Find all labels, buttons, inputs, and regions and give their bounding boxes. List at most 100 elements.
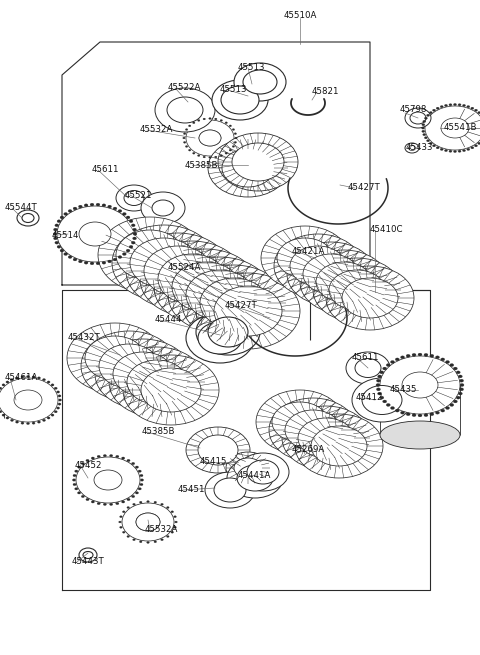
Ellipse shape xyxy=(171,511,174,513)
Ellipse shape xyxy=(113,352,173,396)
Ellipse shape xyxy=(220,155,223,157)
Ellipse shape xyxy=(136,513,160,531)
Ellipse shape xyxy=(326,266,414,330)
Ellipse shape xyxy=(232,145,235,147)
Ellipse shape xyxy=(21,422,24,424)
Ellipse shape xyxy=(198,435,238,465)
Ellipse shape xyxy=(429,142,432,145)
Ellipse shape xyxy=(167,97,203,123)
Ellipse shape xyxy=(215,156,217,158)
Ellipse shape xyxy=(418,353,422,356)
Ellipse shape xyxy=(406,354,410,357)
Ellipse shape xyxy=(53,233,57,235)
Ellipse shape xyxy=(285,410,341,450)
Ellipse shape xyxy=(85,336,145,380)
Text: 45385B: 45385B xyxy=(185,160,218,170)
Ellipse shape xyxy=(57,391,60,393)
Ellipse shape xyxy=(436,107,439,109)
Ellipse shape xyxy=(132,503,135,505)
Ellipse shape xyxy=(21,376,24,378)
Ellipse shape xyxy=(456,371,460,374)
Ellipse shape xyxy=(135,466,139,468)
Text: 45513: 45513 xyxy=(220,86,248,94)
Ellipse shape xyxy=(225,153,228,154)
Ellipse shape xyxy=(168,257,272,333)
Ellipse shape xyxy=(186,270,254,320)
Ellipse shape xyxy=(54,237,57,240)
Ellipse shape xyxy=(57,246,61,248)
Ellipse shape xyxy=(116,230,184,280)
Ellipse shape xyxy=(94,470,122,490)
Ellipse shape xyxy=(467,105,470,108)
Ellipse shape xyxy=(118,255,122,259)
Ellipse shape xyxy=(84,261,88,264)
Ellipse shape xyxy=(43,379,46,381)
Ellipse shape xyxy=(129,220,133,223)
Ellipse shape xyxy=(208,317,248,347)
Ellipse shape xyxy=(135,492,139,494)
Text: 45451: 45451 xyxy=(178,485,205,495)
Ellipse shape xyxy=(60,216,64,219)
Ellipse shape xyxy=(174,527,176,528)
Text: 45821: 45821 xyxy=(312,88,339,96)
Ellipse shape xyxy=(140,541,142,543)
Ellipse shape xyxy=(172,262,240,312)
Ellipse shape xyxy=(287,242,375,306)
Ellipse shape xyxy=(203,156,205,158)
Ellipse shape xyxy=(209,118,211,119)
Ellipse shape xyxy=(54,411,57,413)
Text: 45611: 45611 xyxy=(92,166,120,174)
Ellipse shape xyxy=(76,457,140,503)
Ellipse shape xyxy=(222,149,274,187)
Text: 45524A: 45524A xyxy=(168,263,202,272)
Ellipse shape xyxy=(313,258,401,322)
Ellipse shape xyxy=(440,148,443,151)
Ellipse shape xyxy=(96,262,100,265)
Ellipse shape xyxy=(424,137,427,139)
Ellipse shape xyxy=(376,388,381,391)
Ellipse shape xyxy=(90,203,94,206)
Ellipse shape xyxy=(11,419,13,421)
Ellipse shape xyxy=(57,220,61,223)
Ellipse shape xyxy=(316,262,372,302)
Ellipse shape xyxy=(91,457,95,459)
Ellipse shape xyxy=(453,400,457,403)
Ellipse shape xyxy=(109,455,113,457)
Ellipse shape xyxy=(51,384,54,386)
Ellipse shape xyxy=(86,498,89,500)
Ellipse shape xyxy=(77,492,81,494)
Ellipse shape xyxy=(68,255,72,259)
Ellipse shape xyxy=(458,103,461,106)
Ellipse shape xyxy=(144,246,212,296)
Ellipse shape xyxy=(290,246,346,286)
Ellipse shape xyxy=(2,414,5,416)
Ellipse shape xyxy=(183,137,185,139)
Ellipse shape xyxy=(140,474,143,477)
Ellipse shape xyxy=(171,531,174,533)
Ellipse shape xyxy=(112,225,216,301)
Ellipse shape xyxy=(15,377,19,379)
Ellipse shape xyxy=(102,476,114,485)
Text: 45421A: 45421A xyxy=(292,248,325,257)
Ellipse shape xyxy=(189,149,191,151)
Ellipse shape xyxy=(141,368,201,412)
Ellipse shape xyxy=(474,109,478,111)
Ellipse shape xyxy=(103,455,107,457)
Ellipse shape xyxy=(81,495,84,498)
Ellipse shape xyxy=(6,417,9,419)
Ellipse shape xyxy=(89,229,101,238)
Ellipse shape xyxy=(43,419,46,421)
Text: 45385B: 45385B xyxy=(142,428,176,436)
Ellipse shape xyxy=(406,413,410,416)
Ellipse shape xyxy=(22,396,34,405)
Ellipse shape xyxy=(198,322,242,354)
Ellipse shape xyxy=(449,103,452,106)
Ellipse shape xyxy=(234,133,237,134)
Ellipse shape xyxy=(274,234,362,298)
Ellipse shape xyxy=(79,548,97,562)
Ellipse shape xyxy=(32,376,35,378)
Ellipse shape xyxy=(109,503,113,506)
Ellipse shape xyxy=(54,387,57,389)
Ellipse shape xyxy=(362,386,402,415)
Ellipse shape xyxy=(380,356,460,414)
